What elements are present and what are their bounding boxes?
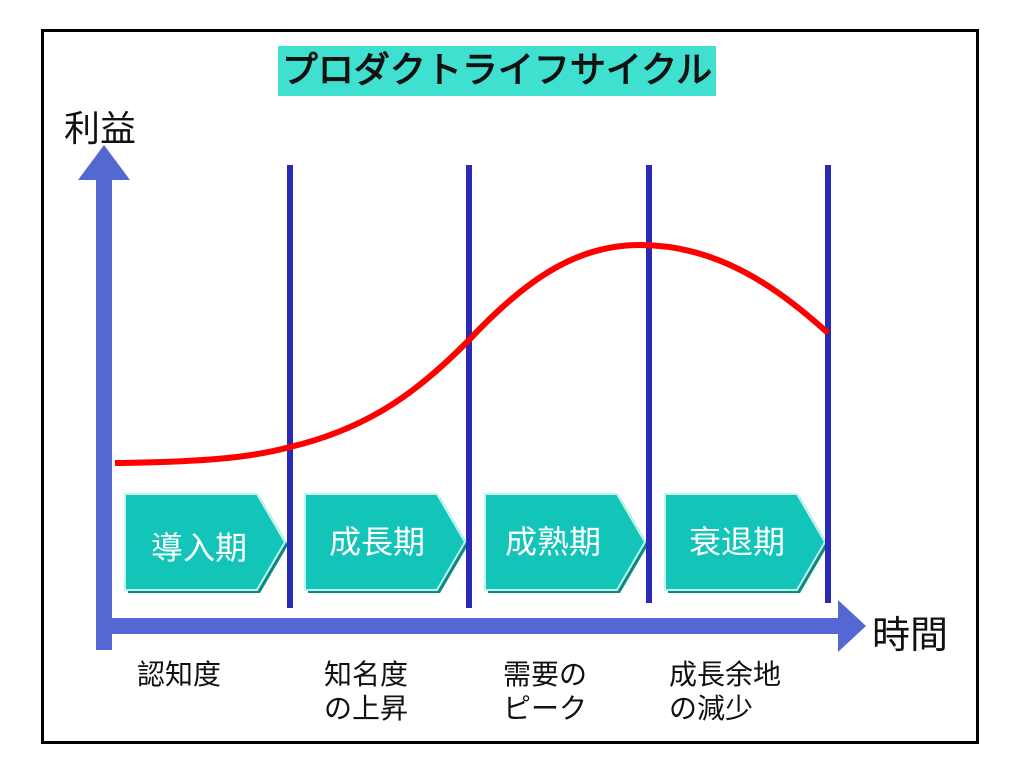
caption-line: の上昇 [324, 692, 409, 725]
caption-introduction: 認知度 [137, 658, 221, 692]
y-axis-arrowhead [78, 145, 130, 180]
x-axis-arrowhead [838, 600, 866, 652]
profit-curve [114, 241, 831, 466]
caption-line: 成長余地 [669, 658, 782, 691]
phase-arrow [484, 493, 647, 591]
phase-arrow [304, 493, 467, 591]
phase-arrow [664, 493, 827, 591]
phase-label-growth: 成長期 [328, 523, 425, 561]
phase-label-introduction: 導入期 [150, 529, 247, 567]
x-axis [96, 618, 841, 634]
phase-arrow [124, 493, 287, 591]
diagram-frame [41, 29, 979, 744]
diagram-title: プロダクトライフサイクル [278, 46, 716, 96]
caption-line: 知名度 [324, 658, 409, 691]
y-axis-label: 利益 [64, 109, 137, 150]
caption-decline: 成長余地 の減少 [669, 658, 781, 726]
caption-line: 認知度 [137, 658, 222, 691]
caption-line: 需要の [503, 658, 588, 691]
phase-label-maturity: 成熟期 [504, 523, 601, 561]
caption-maturity: 需要の ピーク [503, 658, 587, 726]
x-axis-label: 時間 [872, 613, 949, 657]
y-axis [96, 178, 112, 650]
caption-line: ピーク [503, 692, 588, 725]
phase-label-decline: 衰退期 [688, 523, 785, 561]
caption-line: の減少 [669, 692, 754, 725]
caption-growth: 知名度 の上昇 [324, 658, 408, 726]
